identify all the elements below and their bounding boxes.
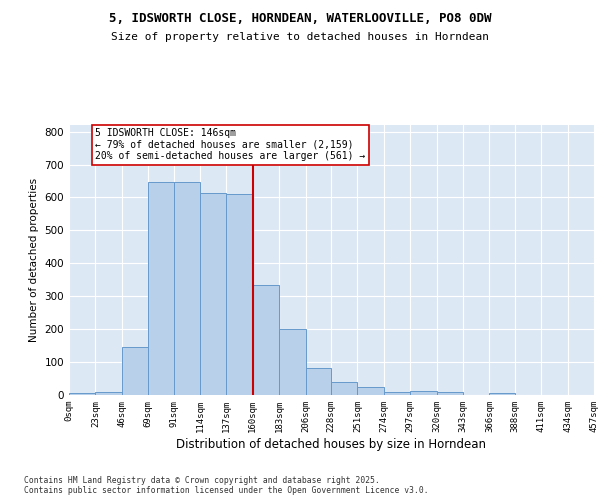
Bar [95, 392, 122, 395]
Bar [384, 392, 410, 395]
Text: Contains HM Land Registry data © Crown copyright and database right 2025.
Contai: Contains HM Land Registry data © Crown c… [24, 476, 428, 495]
Text: 5, IDSWORTH CLOSE, HORNDEAN, WATERLOOVILLE, PO8 0DW: 5, IDSWORTH CLOSE, HORNDEAN, WATERLOOVIL… [109, 12, 491, 26]
Bar [69, 394, 95, 395]
Bar [331, 382, 358, 395]
Bar [410, 392, 437, 395]
Bar [305, 368, 331, 395]
X-axis label: Distribution of detached houses by size in Horndean: Distribution of detached houses by size … [176, 438, 487, 450]
Bar [122, 348, 148, 395]
Text: Size of property relative to detached houses in Horndean: Size of property relative to detached ho… [111, 32, 489, 42]
Bar [226, 194, 253, 395]
Bar [200, 194, 226, 395]
Text: 5 IDSWORTH CLOSE: 146sqm
← 79% of detached houses are smaller (2,159)
20% of sem: 5 IDSWORTH CLOSE: 146sqm ← 79% of detach… [95, 128, 365, 162]
Bar [279, 329, 305, 395]
Bar [173, 182, 200, 395]
Bar [253, 284, 279, 395]
Bar [358, 387, 384, 395]
Bar [490, 394, 515, 395]
Bar [437, 392, 463, 395]
Y-axis label: Number of detached properties: Number of detached properties [29, 178, 39, 342]
Bar [148, 182, 173, 395]
